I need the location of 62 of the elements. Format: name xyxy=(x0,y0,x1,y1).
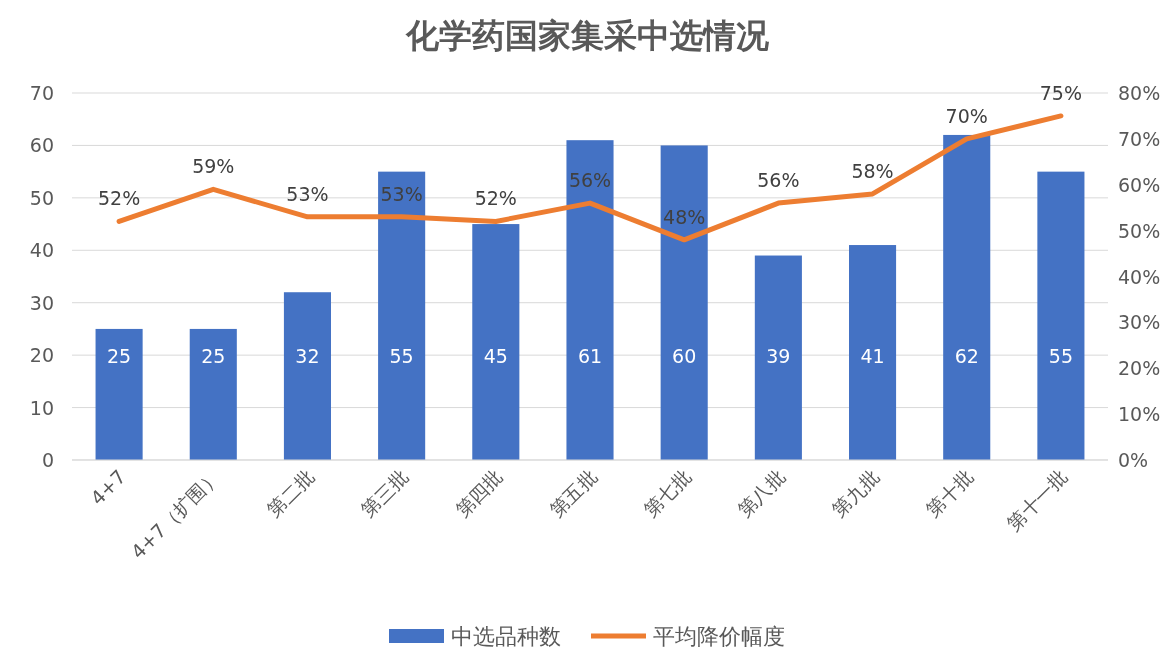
y-tick-label: 0 xyxy=(41,449,54,471)
data-label: 39 xyxy=(766,345,791,367)
data-label: 70% xyxy=(945,104,988,127)
data-label: 25 xyxy=(107,345,132,367)
x-tick-label: 第二批 xyxy=(262,465,319,522)
y2-tick-label: 60% xyxy=(1118,173,1161,196)
y2-tick-label: 0% xyxy=(1118,449,1149,471)
bar xyxy=(378,171,426,460)
data-label: 56% xyxy=(757,169,800,192)
y2-tick-label: 20% xyxy=(1118,357,1161,380)
legend-label: 平均降价幅度 xyxy=(653,624,785,649)
x-tick-label: 第五批 xyxy=(544,465,601,522)
data-label: 53% xyxy=(380,182,423,205)
data-label: 48% xyxy=(663,205,706,228)
y2-tick-label: 50% xyxy=(1118,219,1161,242)
data-label: 58% xyxy=(851,159,894,182)
bar xyxy=(1037,171,1085,460)
data-label: 55 xyxy=(389,345,414,367)
y2-tick-label: 80% xyxy=(1118,82,1161,104)
bar xyxy=(472,224,520,460)
x-tick-label: 第九批 xyxy=(827,465,884,522)
x-tick-label: 第七批 xyxy=(639,465,696,522)
data-label: 45 xyxy=(483,345,508,367)
x-tick-label: 第十一批 xyxy=(1002,465,1072,535)
data-label: 59% xyxy=(192,155,235,178)
x-tick-label: 第十批 xyxy=(921,465,978,522)
bar xyxy=(95,328,143,460)
data-label: 56% xyxy=(568,169,612,192)
y-tick-label: 20 xyxy=(29,344,54,367)
data-label: 25 xyxy=(201,345,226,367)
bar xyxy=(849,245,897,460)
bar xyxy=(189,328,237,460)
data-label: 32 xyxy=(295,345,320,367)
data-label: 61 xyxy=(577,345,603,367)
y2-tick-label: 40% xyxy=(1118,265,1161,288)
bar xyxy=(566,140,614,460)
bar xyxy=(283,292,331,460)
data-label: 52% xyxy=(474,187,517,210)
y2-tick-label: 10% xyxy=(1118,403,1161,426)
legend-label: 中选品种数 xyxy=(451,624,561,649)
y-tick-label: 50 xyxy=(29,186,54,209)
data-label: 75% xyxy=(1039,81,1083,104)
data-label: 55 xyxy=(1048,345,1073,367)
y-tick-label: 30 xyxy=(29,291,54,314)
data-label: 41 xyxy=(860,345,885,367)
y-tick-label: 10 xyxy=(29,396,54,419)
y-tick-label: 40 xyxy=(29,239,54,262)
data-label: 60 xyxy=(672,345,697,367)
y-tick-label: 60 xyxy=(29,134,54,157)
chart-title: 化学药国家集采中选情况 xyxy=(404,16,770,55)
data-label: 62 xyxy=(954,345,979,367)
data-label: 53% xyxy=(286,182,329,205)
x-tick-label: 第八批 xyxy=(733,465,790,522)
bar xyxy=(754,255,802,460)
y2-tick-label: 70% xyxy=(1118,127,1161,150)
bar xyxy=(660,145,708,460)
x-tick-label: 第三批 xyxy=(356,465,413,522)
bar xyxy=(943,134,991,460)
data-label: 52% xyxy=(97,187,141,210)
x-tick-label: 第四批 xyxy=(450,465,507,522)
y2-tick-label: 30% xyxy=(1118,311,1161,334)
y-tick-label: 70 xyxy=(29,82,54,104)
